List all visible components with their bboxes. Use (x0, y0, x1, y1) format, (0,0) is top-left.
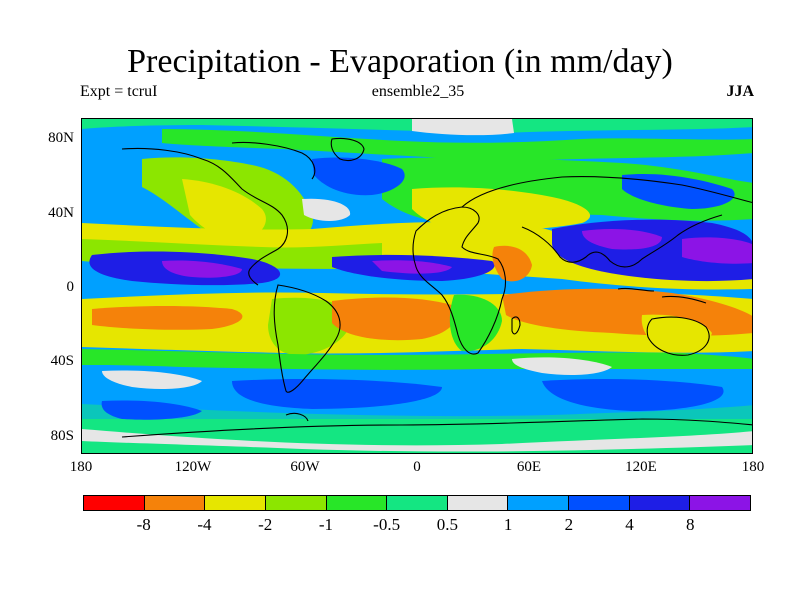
eurasia-yellow (412, 187, 591, 231)
arabia-orange (492, 245, 532, 282)
colorbar-label: 1 (503, 515, 513, 534)
colorbar-box (508, 496, 570, 510)
map-panel (81, 118, 753, 454)
lon-tick-60w: 60W (290, 459, 320, 475)
lat-tick-40s: 40S (50, 353, 74, 369)
colorbar-label: -4 (197, 515, 212, 534)
map-title: Precipitation - Evaporation (in mm/day) (127, 43, 673, 80)
coast-madagascar (511, 316, 521, 335)
north-america-yellow (182, 179, 266, 240)
itcz-pacific-purple (162, 260, 242, 278)
antarctic-grey (82, 429, 752, 452)
coast-australia (646, 316, 710, 356)
asia-monsoon-purple (582, 229, 662, 250)
precip-evap-map (82, 119, 752, 453)
lat-tick-80n: 80N (48, 130, 74, 146)
south-teal-band (82, 404, 752, 419)
colorbar-box (387, 496, 448, 510)
north-grey-patch (302, 198, 351, 221)
south-indian-grey (512, 357, 612, 375)
south-ocean-blue-2 (542, 379, 724, 411)
coast-south-america (273, 284, 341, 393)
colorbar-label: 0.5 (436, 515, 458, 534)
season-label: JJA (726, 83, 754, 100)
lon-tick-120e: 120E (625, 459, 657, 475)
colorbar-label: 8 (686, 515, 695, 534)
colorbar-box (205, 496, 266, 510)
coast-greenland (330, 137, 365, 162)
colorbar-label: -2 (258, 515, 273, 534)
lon-tick-0: 0 (413, 459, 421, 475)
ensemble-label: ensemble2_35 (371, 83, 465, 100)
south-grey-patch (102, 370, 202, 389)
colorbar-box (569, 496, 630, 510)
colorbar-label: 2 (564, 515, 574, 534)
lat-tick-0: 0 (66, 279, 75, 295)
coast-eurasia (461, 175, 752, 268)
australia-yellow (641, 314, 712, 351)
colorbar-label: -8 (136, 515, 151, 534)
colorbar-box (447, 496, 509, 510)
north-blue-asia (622, 173, 735, 209)
africa-green (449, 294, 502, 352)
lon-tick-120w: 120W (174, 459, 212, 475)
colorbar-label: -0.5 (373, 515, 401, 534)
south-atlantic-orange (332, 297, 456, 341)
colorbar-box (265, 496, 327, 510)
coast-north-america (121, 141, 316, 286)
colorbar (83, 495, 751, 511)
north-blue-pacific (312, 157, 405, 196)
arctic-grey (412, 119, 514, 136)
lon-tick-180-left: 180 (69, 459, 93, 475)
south-pacific-orange (92, 306, 243, 330)
lon-tick-60e: 60E (516, 459, 542, 475)
lon-tick-180-right: 180 (741, 459, 765, 475)
south-ocean-blue-3 (101, 400, 202, 420)
colorbar-label: 4 (625, 515, 634, 534)
lat-tick-80s: 80S (50, 428, 74, 444)
coast-antarctica (121, 412, 752, 438)
colorbar-box (84, 496, 145, 510)
coast-europe-africa (412, 206, 507, 355)
colorbar-box (144, 496, 206, 510)
itcz-atlantic-purple (372, 260, 452, 274)
colorbar-box (690, 496, 751, 510)
west-pacific-purple (682, 237, 752, 264)
colorbar-box (326, 496, 388, 510)
south-america-green (268, 297, 352, 356)
colorbar-box (629, 496, 691, 510)
colorbar-label: -1 (318, 515, 333, 534)
coast-indonesia (617, 287, 707, 304)
arctic-green-2 (162, 129, 752, 161)
coastlines (121, 137, 752, 438)
experiment-label: Expt = tcruI (80, 83, 158, 100)
lat-tick-40n: 40N (48, 205, 74, 221)
